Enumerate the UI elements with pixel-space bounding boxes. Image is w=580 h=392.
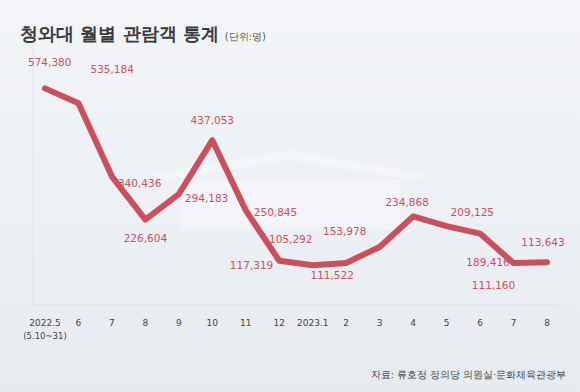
plot-area — [45, 88, 547, 265]
data-line — [45, 88, 547, 265]
x-tick-label: 5 — [444, 318, 450, 328]
subtitle: (단위:명) — [225, 31, 266, 42]
x-tick-label: 6 — [76, 318, 82, 328]
source: 자료: 류호정 정의당 의원실·문화체육관광부 — [371, 369, 566, 380]
x-tick-label: 2022.5 — [29, 318, 61, 328]
x-tick-label: 12 — [274, 318, 285, 328]
x-tick-label: 8 — [143, 318, 149, 328]
background — [0, 0, 580, 392]
x-tick-label: 2 — [343, 318, 349, 328]
x-tick-label: 10 — [207, 318, 219, 328]
x-tick-label: 7 — [109, 318, 115, 328]
data-label: 437,053 — [191, 114, 234, 126]
data-label: 117,319 — [230, 259, 273, 271]
data-label: 250,845 — [254, 206, 297, 218]
x-tick-label: 8 — [544, 318, 550, 328]
data-label: 340,436 — [118, 177, 162, 189]
annotation: (5.10~31) — [23, 331, 67, 341]
title: 청와대 월별 관람객 통계 — [20, 23, 219, 44]
x-axis-line — [33, 305, 559, 306]
data-label: 105,292 — [269, 233, 312, 245]
data-label: 111,522 — [310, 269, 353, 281]
x-tick-label: 3 — [377, 318, 383, 328]
x-tick-label: 4 — [410, 318, 416, 328]
data-label: 209,125 — [451, 206, 494, 218]
data-label: 111,160 — [472, 279, 515, 291]
data-label: 113,643 — [521, 236, 564, 248]
data-label: 574,380 — [28, 56, 71, 68]
decoration — [150, 150, 430, 230]
chart: 청와대 월별 관람객 통계 (단위:명) 574,380 535,184 340,436… — [0, 0, 580, 392]
x-tick-label: 7 — [511, 318, 517, 328]
data-label: 189,416 — [466, 256, 510, 268]
x-tick-label: 9 — [176, 318, 182, 328]
x-tick-label: 6 — [477, 318, 483, 328]
data-label: 535,184 — [90, 63, 134, 75]
y-axis-line — [33, 41, 34, 305]
x-tick-label: 11 — [240, 318, 251, 328]
data-label: 226,604 — [124, 232, 168, 244]
x-tick-label: 2023.1 — [297, 318, 329, 328]
data-label: 153,978 — [323, 225, 366, 237]
data-label: 294,183 — [185, 192, 228, 204]
data-label: 234,868 — [385, 196, 428, 208]
